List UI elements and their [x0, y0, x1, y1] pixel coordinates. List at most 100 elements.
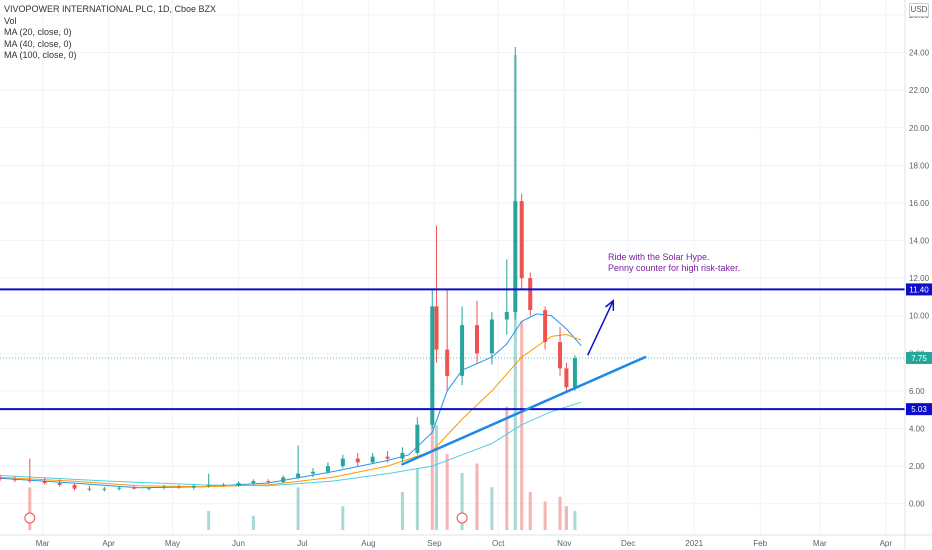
y-tick-label: 12.00: [909, 274, 930, 283]
drawings: [0, 288, 905, 524]
candle-body: [132, 487, 137, 489]
candle-body: [572, 358, 577, 388]
candle-body: [385, 456, 390, 459]
volume-bar: [435, 425, 439, 530]
candle-body: [460, 325, 465, 376]
candle-body: [430, 306, 435, 425]
x-tick-label: Jun: [232, 539, 245, 548]
candle-body: [221, 484, 226, 486]
candle-body: [102, 488, 107, 490]
candle-body: [370, 456, 375, 463]
annotation-line-1: Ride with the Solar Hype.: [608, 252, 710, 262]
x-tick-label: Sep: [427, 539, 442, 548]
candle-body: [296, 473, 301, 478]
candle-body: [147, 487, 152, 489]
candle-body: [27, 480, 32, 482]
volume-bar: [490, 487, 494, 530]
candle-body: [355, 458, 360, 463]
level-price-tag: [906, 283, 932, 296]
volume-bar: [400, 492, 404, 530]
y-tick-label: 2.00: [909, 462, 925, 471]
volume-bar: [520, 321, 524, 530]
candle-body: [72, 484, 77, 489]
ma-line: [0, 333, 582, 488]
arrow-shaft: [587, 300, 614, 356]
ma-line: [0, 401, 582, 487]
candle-body: [489, 319, 494, 354]
volume-bar: [543, 501, 547, 530]
y-tick-label: 22.00: [909, 86, 930, 95]
candle-body: [12, 479, 17, 481]
volume-bar: [207, 511, 211, 530]
volume-bar: [505, 406, 509, 530]
x-tick-label: May: [165, 539, 180, 548]
candle-body: [191, 485, 196, 488]
legend-ma40[interactable]: MA (40, close, 0): [4, 38, 72, 49]
currency-badge[interactable]: USD: [909, 3, 929, 17]
chart-legend: VIVOPOWER INTERNATIONAL PLC, 1D, Cboe BZ…: [4, 4, 216, 62]
candle-body: [57, 483, 62, 485]
candle-body: [161, 486, 166, 488]
volume-bar: [341, 506, 345, 530]
candle-body: [528, 278, 533, 311]
candle-body: [206, 484, 211, 486]
last-price-label: 7.75: [911, 354, 927, 363]
volume-bar: [430, 382, 434, 530]
volume-bar: [296, 487, 300, 530]
last-price-tag: [906, 352, 932, 365]
candle-body: [311, 471, 316, 474]
candle-body: [176, 486, 181, 488]
candle-body: [42, 481, 47, 484]
volume-bar: [564, 506, 568, 530]
candle-body: [564, 368, 569, 388]
earnings-marker-icon: [456, 512, 468, 524]
volume-bar: [415, 468, 419, 530]
x-tick-label: Jul: [297, 539, 307, 548]
y-tick-label: 20.00: [909, 124, 930, 133]
candle-body: [87, 488, 92, 490]
y-tick-label: 6.00: [909, 387, 925, 396]
level-price-tag: [906, 403, 932, 416]
candle-body: [0, 477, 2, 480]
candle-body: [513, 201, 518, 312]
x-tick-label: Dec: [621, 539, 635, 548]
y-tick-label: 10.00: [909, 312, 930, 321]
volume-bar: [558, 496, 562, 530]
legend-ma20[interactable]: MA (20, close, 0): [4, 27, 72, 37]
y-tick-label: 24.00: [909, 49, 930, 58]
candle-body: [474, 325, 479, 354]
chart-annotation[interactable]: Ride with the Solar Hype. Penny counter …: [608, 252, 740, 274]
candle-body: [340, 458, 345, 467]
x-tick-label: Mar: [36, 539, 50, 548]
candle-body: [325, 466, 330, 472]
candle-body: [415, 424, 420, 453]
annotation-line-2: Penny counter for high risk-taker.: [608, 263, 741, 273]
volume-bar: [528, 492, 532, 530]
volume-bar: [460, 473, 464, 530]
volume-bar: [445, 454, 449, 530]
candlesticks: [0, 46, 577, 492]
y-tick-label: 0.00: [909, 500, 925, 509]
y-tick-label: 18.00: [909, 161, 930, 170]
x-tick-label: Oct: [492, 539, 505, 548]
candle-body: [251, 481, 256, 484]
x-tick-label: Apr: [102, 539, 115, 548]
candle-body: [519, 201, 524, 279]
ma-line: [0, 313, 582, 489]
legend-volume[interactable]: Vol: [4, 15, 17, 26]
candle-body: [266, 481, 271, 483]
trend-line: [401, 355, 647, 466]
legend-symbol[interactable]: VIVOPOWER INTERNATIONAL PLC, 1D, Cboe BZ…: [4, 4, 217, 14]
volume-bar: [573, 511, 577, 530]
chart-grid: [0, 0, 905, 535]
legend-ma100[interactable]: MA (100, close, 0): [4, 50, 77, 60]
candle-body: [281, 477, 286, 483]
x-tick-label: Nov: [557, 539, 571, 548]
y-tick-label: 14.00: [909, 237, 930, 246]
x-tick-label: Apr: [880, 539, 893, 548]
x-tick-label: Mar: [813, 539, 827, 548]
candle-body: [400, 452, 405, 459]
candle-body: [543, 310, 548, 343]
moving-averages: [0, 313, 582, 489]
